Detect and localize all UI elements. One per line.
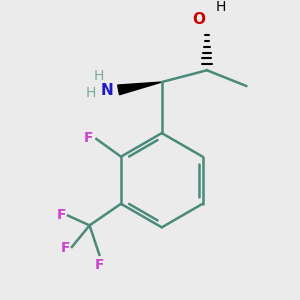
Text: F: F: [56, 208, 66, 222]
Text: F: F: [84, 131, 94, 145]
Text: H: H: [215, 0, 226, 14]
Text: H: H: [86, 86, 96, 100]
Text: F: F: [94, 258, 104, 272]
Polygon shape: [118, 82, 162, 95]
Text: F: F: [60, 241, 70, 255]
Text: H: H: [94, 69, 104, 83]
Text: O: O: [193, 12, 206, 27]
Text: N: N: [100, 83, 113, 98]
